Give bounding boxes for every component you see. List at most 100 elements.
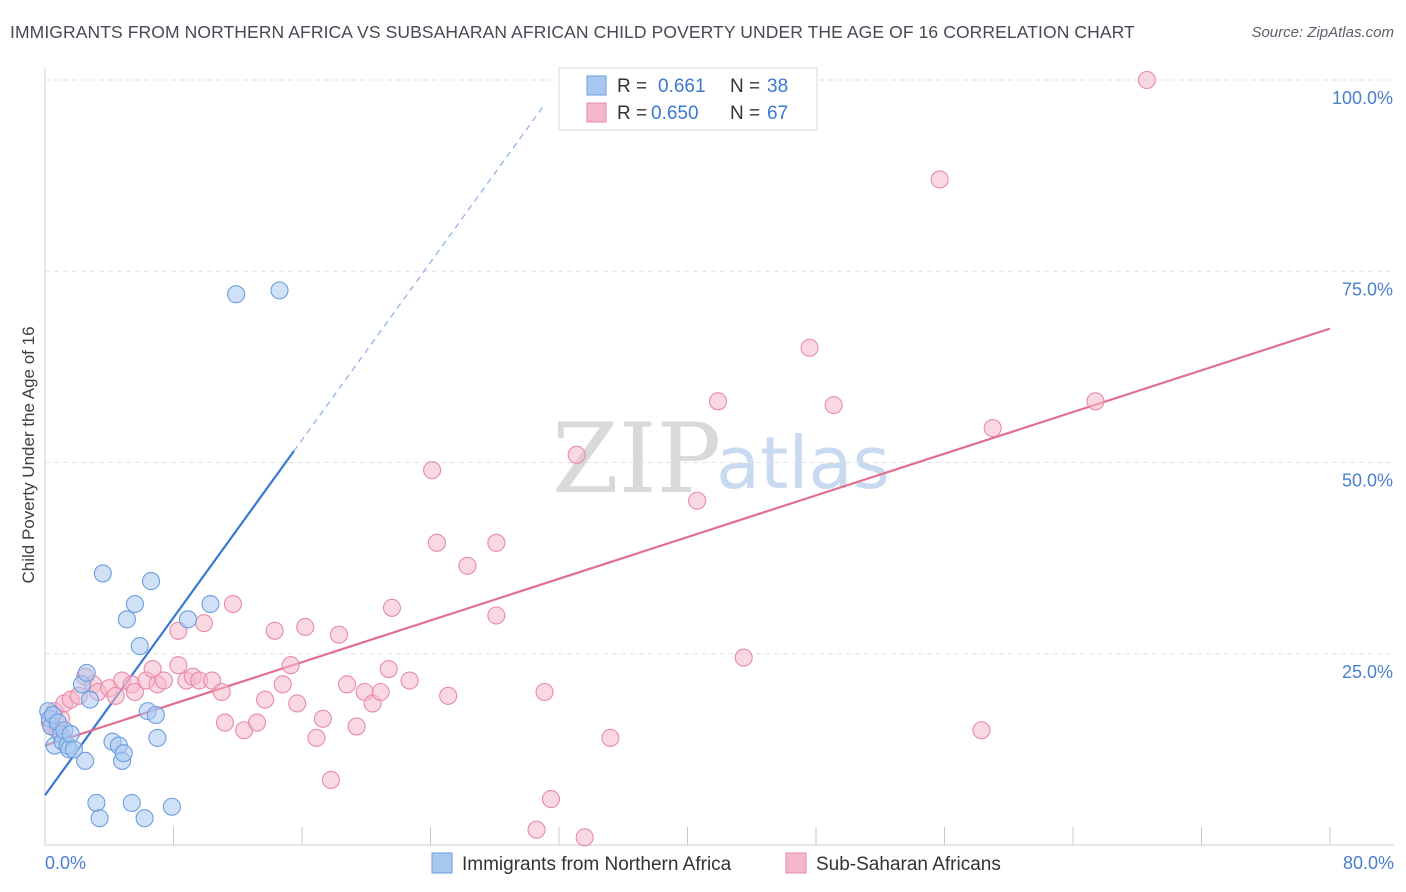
data-point-sub-saharan: [487, 533, 506, 552]
data-point-sub-saharan: [439, 686, 458, 705]
data-point-sub-saharan: [1137, 70, 1156, 90]
legend-r-label-2: R =: [617, 103, 647, 124]
data-point-sub-saharan: [215, 713, 234, 732]
correlation-legend: R = 0.661 N = 38 R = 0.650 N = 67: [558, 67, 818, 131]
data-point-sub-saharan: [288, 694, 307, 713]
trend-lines: [44, 106, 1331, 796]
data-point-sub-saharan: [400, 671, 419, 690]
data-point-sub-saharan: [313, 709, 332, 728]
bottom-legend-swatch-pink: [785, 852, 807, 874]
data-point-sub-saharan: [379, 659, 398, 679]
data-point-sub-saharan: [194, 614, 214, 633]
data-point-northern-africa: [93, 564, 112, 583]
data-point-sub-saharan: [265, 621, 284, 640]
data-point-northern-africa: [135, 809, 154, 828]
data-point-sub-saharan: [487, 606, 506, 625]
trend-line-northern-africa: [44, 450, 295, 796]
data-point-sub-saharan: [247, 713, 267, 732]
northern-africa-points: [39, 281, 289, 828]
data-point-sub-saharan: [983, 419, 1002, 438]
data-point-northern-africa: [270, 281, 289, 300]
legend-r-value-1: 0.661: [658, 76, 706, 97]
data-point-sub-saharan: [382, 598, 402, 617]
data-point-sub-saharan: [535, 682, 554, 702]
data-point-sub-saharan: [273, 675, 292, 694]
legend-swatch-pink: [586, 102, 607, 123]
data-point-northern-africa: [64, 740, 83, 759]
data-point-northern-africa: [148, 728, 167, 747]
data-point-northern-africa: [114, 744, 133, 763]
data-point-sub-saharan: [212, 682, 231, 702]
data-point-northern-africa: [76, 751, 95, 770]
data-point-northern-africa: [178, 610, 198, 629]
x-tick-label-min: 0.0%: [45, 853, 86, 873]
data-point-sub-saharan: [427, 533, 446, 552]
data-point-sub-saharan: [106, 686, 125, 705]
chart-source: Source: ZipAtlas.com: [1251, 24, 1394, 41]
data-point-sub-saharan: [601, 728, 620, 747]
data-point-sub-saharan: [1086, 392, 1105, 411]
data-point-sub-saharan: [527, 820, 546, 839]
data-point-sub-saharan: [567, 445, 586, 464]
data-point-sub-saharan: [256, 690, 275, 709]
data-point-sub-saharan: [458, 556, 477, 575]
y-tick-label: 75.0%: [1342, 279, 1393, 299]
trend-line-sub-saharan: [44, 327, 1331, 747]
gridlines: [45, 79, 1394, 655]
y-tick-label: 50.0%: [1342, 471, 1393, 491]
data-point-sub-saharan: [347, 717, 366, 736]
legend-r-value-2: 0.650: [651, 103, 699, 124]
y-axis-tick-labels: 25.0% 50.0% 75.0% 100.0%: [1332, 88, 1393, 682]
x-tick-label-max: 80.0%: [1343, 853, 1394, 873]
legend-n-value-2: 67: [767, 103, 788, 124]
trend-line-northern-africa-extension: [293, 106, 544, 452]
data-point-sub-saharan: [296, 617, 315, 637]
data-point-northern-africa: [130, 637, 149, 656]
data-point-sub-saharan: [930, 170, 949, 189]
data-point-sub-saharan: [824, 396, 843, 415]
data-point-sub-saharan: [575, 828, 594, 847]
data-point-northern-africa: [77, 663, 96, 682]
data-point-sub-saharan: [329, 625, 348, 644]
data-point-sub-saharan: [800, 338, 819, 357]
data-point-northern-africa: [117, 610, 136, 629]
chart-title: IMMIGRANTS FROM NORTHERN AFRICA VS SUBSA…: [10, 22, 1135, 42]
data-point-northern-africa: [87, 793, 106, 812]
legend-n-label-1: N =: [730, 76, 760, 97]
data-point-northern-africa: [227, 285, 246, 304]
data-point-sub-saharan: [688, 491, 707, 510]
legend-n-value-1: 38: [767, 76, 788, 97]
data-point-northern-africa: [146, 705, 165, 725]
data-point-northern-africa: [90, 809, 109, 828]
bottom-legend-label-1: Immigrants from Northern Africa: [462, 854, 732, 875]
data-point-sub-saharan: [371, 682, 390, 702]
x-axis-ticks: [173, 827, 1331, 845]
data-point-sub-saharan: [154, 671, 173, 690]
data-point-sub-saharan: [307, 728, 326, 747]
data-point-sub-saharan: [337, 675, 357, 694]
y-tick-label: 100.0%: [1332, 88, 1393, 108]
y-tick-label: 25.0%: [1342, 662, 1393, 682]
data-point-sub-saharan: [972, 721, 991, 740]
data-point-sub-saharan: [169, 656, 188, 675]
data-point-sub-saharan: [125, 682, 144, 702]
data-point-northern-africa: [201, 594, 220, 614]
data-point-sub-saharan: [321, 770, 340, 790]
data-point-sub-saharan: [223, 594, 242, 614]
data-point-sub-saharan: [734, 648, 753, 667]
data-point-northern-africa: [122, 793, 141, 812]
data-point-sub-saharan: [281, 656, 300, 675]
data-point-northern-africa: [125, 594, 144, 614]
y-axis-label: Child Poverty Under the Age of 16: [19, 326, 38, 583]
data-point-northern-africa: [80, 690, 100, 709]
bottom-legend-swatch-blue: [431, 852, 453, 874]
data-point-northern-africa: [162, 797, 181, 816]
legend-n-label-2: N =: [730, 103, 760, 124]
legend-r-label-1: R =: [617, 76, 647, 97]
legend-swatch-blue: [586, 75, 607, 96]
data-point-sub-saharan: [423, 461, 442, 480]
data-point-sub-saharan: [708, 392, 728, 411]
data-point-northern-africa: [141, 572, 161, 591]
data-point-northern-africa: [61, 725, 80, 744]
